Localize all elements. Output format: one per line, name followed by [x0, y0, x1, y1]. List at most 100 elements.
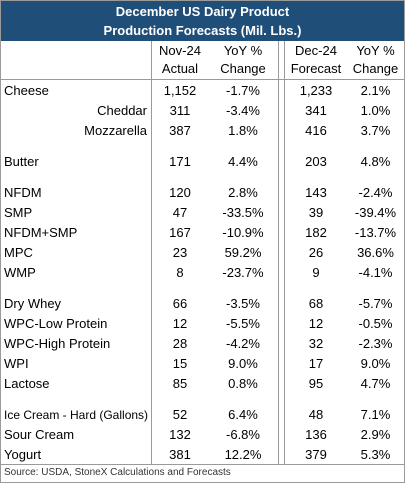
cell: 1.8% [228, 123, 258, 138]
cell: 8 [176, 265, 184, 280]
row-label: WPC-High Protein [4, 336, 111, 351]
cell: 36.6% [357, 245, 394, 260]
source-note: Source: USDA, StoneX Calculations and Fo… [4, 467, 231, 478]
footer-rule [1, 464, 404, 465]
title-bar: December US Dairy Product Production For… [1, 1, 404, 41]
column-header: Change [220, 61, 266, 76]
cell: 52 [172, 407, 188, 422]
row-label: WMP [4, 265, 36, 280]
column-header: Nov-24 [159, 43, 201, 58]
row-label: Butter [4, 154, 39, 169]
cell: 17 [308, 356, 324, 371]
cell: -10.9% [222, 225, 264, 240]
column-header: YoY % [223, 43, 263, 58]
cell: -0.5% [358, 316, 393, 331]
cell: -3.4% [226, 103, 260, 118]
cell: 15 [172, 356, 188, 371]
row-label: NFDM+SMP [4, 225, 78, 240]
column-divider [278, 41, 279, 464]
title-line: December US Dairy Product [115, 4, 290, 19]
cell: 381 [169, 447, 191, 462]
cell: 7.1% [360, 407, 391, 422]
cell: 2.9% [360, 427, 391, 442]
row-label: Ice Cream - Hard (Gallons) [4, 408, 149, 422]
cell: 4.7% [360, 376, 391, 391]
row-label: Sour Cream [4, 427, 75, 442]
cell: -39.4% [354, 205, 397, 220]
cell: 311 [169, 103, 191, 118]
cell: 387 [169, 123, 191, 138]
cell: 9 [312, 265, 320, 280]
row-label: MPC [4, 245, 33, 260]
row-label: NFDM [4, 185, 42, 200]
cell: -6.8% [226, 427, 260, 442]
column-divider [284, 41, 285, 464]
cell: -5.7% [358, 296, 393, 311]
cell: 4.8% [360, 154, 391, 169]
cell: 48 [308, 407, 324, 422]
cell: 32 [308, 336, 324, 351]
cell: 12 [172, 316, 188, 331]
cell: 2.8% [228, 185, 258, 200]
cell: 182 [305, 225, 327, 240]
cell: 26 [308, 245, 324, 260]
cell: -13.7% [354, 225, 397, 240]
cell: 9.0% [360, 356, 391, 371]
column-divider [151, 41, 152, 464]
cell: 1.0% [360, 103, 391, 118]
cell: 379 [305, 447, 327, 462]
cell: 66 [172, 296, 188, 311]
row-label: Yogurt [4, 447, 42, 462]
cell: 12.2% [224, 447, 262, 462]
cell: -2.4% [358, 185, 393, 200]
cell: 6.4% [228, 407, 258, 422]
cell: 23 [172, 245, 188, 260]
row-label: Cheese [4, 83, 49, 98]
cell: 47 [172, 205, 188, 220]
cell: 59.2% [224, 245, 262, 260]
cell: 95 [308, 376, 324, 391]
cell: -1.7% [226, 83, 260, 98]
row-label: SMP [4, 205, 33, 220]
cell: 341 [305, 103, 327, 118]
cell: 0.8% [228, 376, 258, 391]
cell: 1,233 [299, 83, 333, 98]
cell: -3.5% [226, 296, 260, 311]
cell: -2.3% [358, 336, 393, 351]
column-header: Dec-24 [295, 43, 337, 58]
cell: 28 [172, 336, 188, 351]
cell: 39 [308, 205, 324, 220]
column-header: YoY % [356, 43, 395, 58]
cell: 9.0% [228, 356, 258, 371]
cell: 203 [305, 154, 327, 169]
column-header: Change [352, 61, 399, 76]
cell: 416 [305, 123, 327, 138]
column-header: Actual [161, 61, 199, 76]
cell: 167 [169, 225, 191, 240]
cell: 171 [169, 154, 191, 169]
cell: -23.7% [222, 265, 264, 280]
row-label: Dry Whey [4, 296, 62, 311]
cell: 12 [308, 316, 324, 331]
cell: 4.4% [228, 154, 258, 169]
cell: 1,152 [163, 83, 197, 98]
cell: 85 [172, 376, 188, 391]
cell: 5.3% [360, 447, 391, 462]
cell: 136 [305, 427, 327, 442]
cell: -4.1% [358, 265, 393, 280]
cell: 2.1% [360, 83, 391, 98]
row-label: Lactose [4, 376, 50, 391]
header-rule [1, 79, 404, 80]
cell: -33.5% [222, 205, 264, 220]
row-label: WPC-Low Protein [4, 316, 108, 331]
cell: 3.7% [360, 123, 391, 138]
row-label: WPI [4, 356, 29, 371]
column-header: Forecast [290, 61, 342, 76]
cell: -5.5% [226, 316, 260, 331]
cell: 68 [308, 296, 324, 311]
row-label: Cheddar [97, 103, 147, 118]
cell: 120 [169, 185, 191, 200]
cell: 132 [169, 427, 191, 442]
cell: 143 [305, 185, 327, 200]
